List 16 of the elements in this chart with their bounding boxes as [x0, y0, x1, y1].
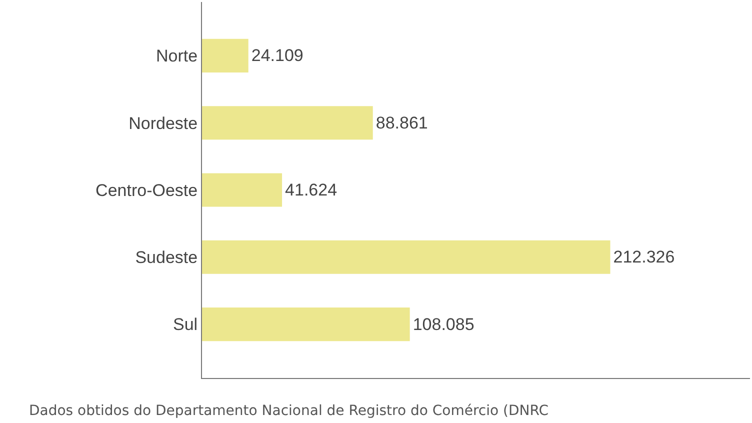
- bar: [202, 173, 282, 207]
- y-tick-label: Norte: [156, 46, 198, 66]
- y-tick-label: Centro-Oeste: [96, 180, 198, 200]
- y-tick-label: Sul: [173, 315, 198, 334]
- data-label: 88.861: [376, 113, 428, 132]
- text: Dados obtidos do Departamento Nacional de Registro do Comércio (DNRC: [29, 403, 549, 419]
- bar: [202, 106, 373, 140]
- bar: [202, 38, 248, 72]
- data-label: 41.624: [285, 180, 338, 200]
- bar: [202, 308, 410, 342]
- data-label: 108.085: [412, 314, 474, 334]
- data-label: 212.326: [613, 248, 675, 267]
- y-tick-label: Nordeste: [128, 114, 198, 133]
- bar: [202, 240, 610, 274]
- data-label: 24.109: [251, 46, 304, 66]
- y-tick-label: Sudeste: [135, 248, 198, 268]
